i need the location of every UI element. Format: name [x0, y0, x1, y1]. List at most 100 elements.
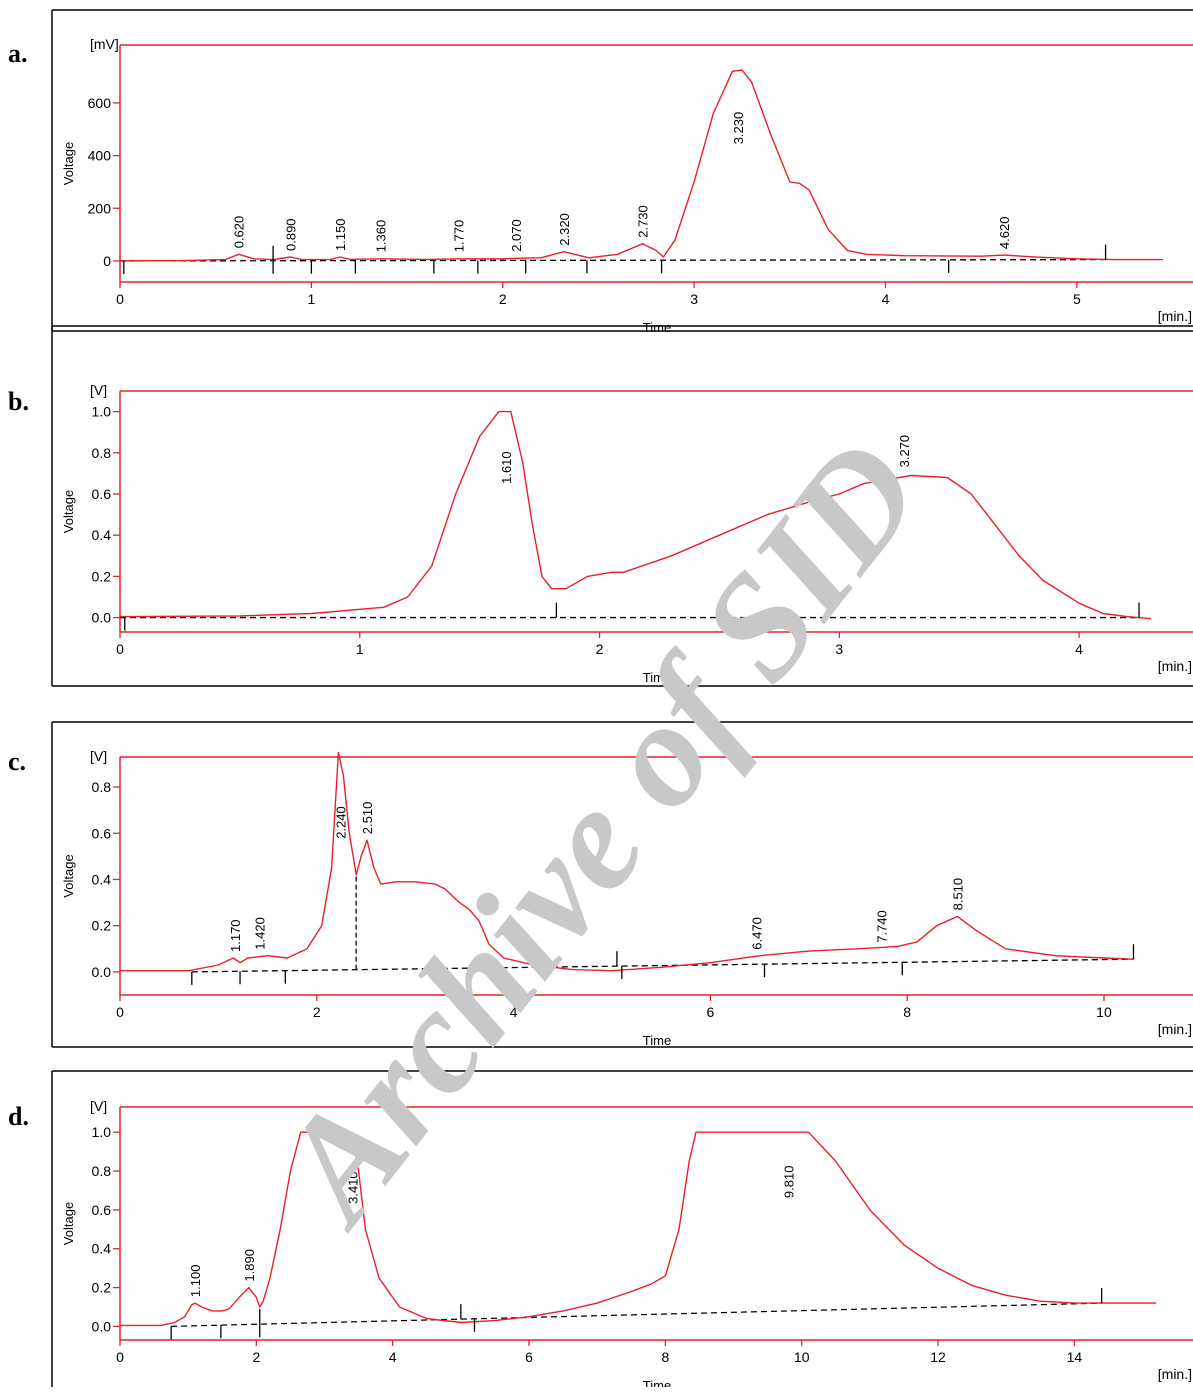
x-tick-label: 0	[116, 641, 124, 657]
peak-label: 1.170	[228, 919, 243, 952]
peak-label: 1.890	[242, 1249, 257, 1282]
x-tick-label: 5	[1073, 291, 1081, 307]
y-unit-label: [mV]	[90, 36, 119, 52]
peak-label: 1.360	[373, 220, 388, 253]
peak-label: 2.240	[333, 806, 348, 839]
chromatogram-trace	[120, 751, 1134, 972]
peak-label: 3.410	[346, 1171, 361, 1204]
y-tick-label: 1.0	[92, 1124, 112, 1140]
peak-label: 6.470	[750, 917, 765, 950]
y-tick-label: 0.0	[92, 964, 112, 980]
y-tick-label: 0.6	[92, 486, 112, 502]
x-tick-label: 3	[690, 291, 698, 307]
y-tick-label: 0.8	[92, 1163, 112, 1179]
x-axis-title: Time	[643, 320, 671, 335]
chromatogram-trace	[119, 410, 1152, 620]
x-tick-label: 4	[1075, 641, 1083, 657]
y-tick-label: 0.8	[92, 779, 112, 795]
x-tick-label: 14	[1067, 1349, 1083, 1365]
x-tick-label: 0	[116, 1349, 124, 1365]
baseline-dashed	[191, 958, 1134, 973]
peak-label: 8.510	[950, 878, 965, 911]
x-tick-label: 10	[794, 1349, 810, 1365]
y-tick-label: 0.4	[92, 1241, 112, 1257]
y-unit-label: [V]	[90, 1098, 107, 1114]
chart-panel-d: d. [V] 0.0 0.2 0.4 0.6 0.8 1.0 0 2 4 6 8 10 12 14 Time [m…	[8, 1070, 1193, 1392]
x-unit-label: [min.]	[1158, 1366, 1192, 1382]
peak-label: 2.070	[509, 219, 524, 252]
y-axis-title: Voltage	[61, 854, 76, 897]
x-axis-title: Time	[643, 1033, 671, 1048]
y-unit-label: [V]	[90, 382, 107, 398]
y-tick-label: 0.2	[92, 918, 112, 934]
y-tick-label: 0.6	[92, 1202, 112, 1218]
x-tick-label: 10	[1096, 1004, 1112, 1020]
peak-label: 2.510	[360, 802, 375, 835]
x-tick-label: 2	[313, 1004, 321, 1020]
peak-label: 2.730	[636, 205, 651, 238]
y-tick-label: 0.8	[92, 445, 112, 461]
x-unit-label: [min.]	[1158, 658, 1192, 674]
peak-label: 3.270	[897, 435, 912, 468]
peak-label: 0.890	[283, 218, 298, 251]
x-tick-label: 4	[882, 291, 890, 307]
y-tick-label: 0.0	[92, 1318, 112, 1334]
x-unit-label: [min.]	[1158, 308, 1192, 324]
x-tick-label: 8	[903, 1004, 911, 1020]
peak-label: 2.320	[557, 213, 572, 246]
y-tick-label: 400	[88, 148, 112, 164]
x-tick-label: 1	[356, 641, 364, 657]
peak-label: 4.620	[997, 217, 1012, 250]
peak-label: 1.420	[253, 917, 268, 950]
peak-label: 0.620	[232, 216, 247, 249]
panel-letter: c.	[8, 747, 26, 776]
x-tick-label: 2	[252, 1349, 260, 1365]
peak-label: 1.150	[333, 218, 348, 251]
x-axis-title: Time	[643, 670, 671, 685]
x-tick-label: 4	[510, 1004, 518, 1020]
chromatogram-trace	[119, 69, 1163, 262]
peak-label: 1.610	[499, 451, 514, 484]
x-tick-label: 6	[525, 1349, 533, 1365]
y-axis-title: Voltage	[61, 490, 76, 533]
y-tick-label: 0.2	[92, 568, 112, 584]
y-tick-label: 0.2	[92, 1280, 112, 1296]
x-tick-label: 2	[499, 291, 507, 307]
peak-label: 7.740	[875, 910, 890, 943]
y-tick-label: 600	[88, 95, 112, 111]
chromatogram-trace	[120, 1131, 1157, 1327]
x-tick-label: 0	[116, 291, 124, 307]
panel-letter: a.	[8, 39, 28, 68]
y-unit-label: [V]	[90, 748, 107, 764]
y-tick-label: 0.6	[92, 825, 112, 841]
peak-label: 3.230	[731, 112, 746, 145]
panel-letter: b.	[8, 387, 29, 416]
x-tick-label: 3	[835, 641, 843, 657]
x-unit-label: [min.]	[1158, 1021, 1192, 1037]
y-tick-label: 0.4	[92, 527, 112, 543]
y-tick-label: 1.0	[92, 404, 112, 420]
x-tick-label: 4	[389, 1349, 397, 1365]
y-tick-label: 0	[103, 253, 111, 269]
peak-label: 1.100	[188, 1265, 203, 1298]
panel-letter: d.	[8, 1102, 29, 1131]
y-tick-label: 200	[88, 200, 112, 216]
chart-panel-a: a. [mV] 0 200 400 600 0 1 2 3 4 5 Time [min.] Voltage 0…	[8, 9, 1193, 335]
x-tick-label: 1	[307, 291, 315, 307]
x-tick-label: 2	[596, 641, 604, 657]
y-tick-label: 0.4	[92, 871, 112, 887]
x-tick-label: 6	[706, 1004, 714, 1020]
x-axis-title: Time	[643, 1378, 671, 1387]
chart-panel-c: c. [V] 0.0 0.2 0.4 0.6 0.8 0 2 4 6 8 10 Time [min.] Vol…	[8, 721, 1193, 1048]
peak-label: 1.770	[452, 220, 467, 253]
chart-panel-b: b. [V] 0.0 0.2 0.4 0.6 0.8 1.0 0 1 2 3 4 Time [min.] Vo…	[8, 325, 1193, 687]
baseline-dashed	[171, 1302, 1102, 1328]
y-tick-label: 0.0	[92, 610, 112, 626]
x-tick-label: 0	[116, 1004, 124, 1020]
baseline-dashed	[119, 258, 1106, 262]
peak-label: 9.810	[782, 1166, 797, 1199]
x-tick-label: 12	[930, 1349, 946, 1365]
